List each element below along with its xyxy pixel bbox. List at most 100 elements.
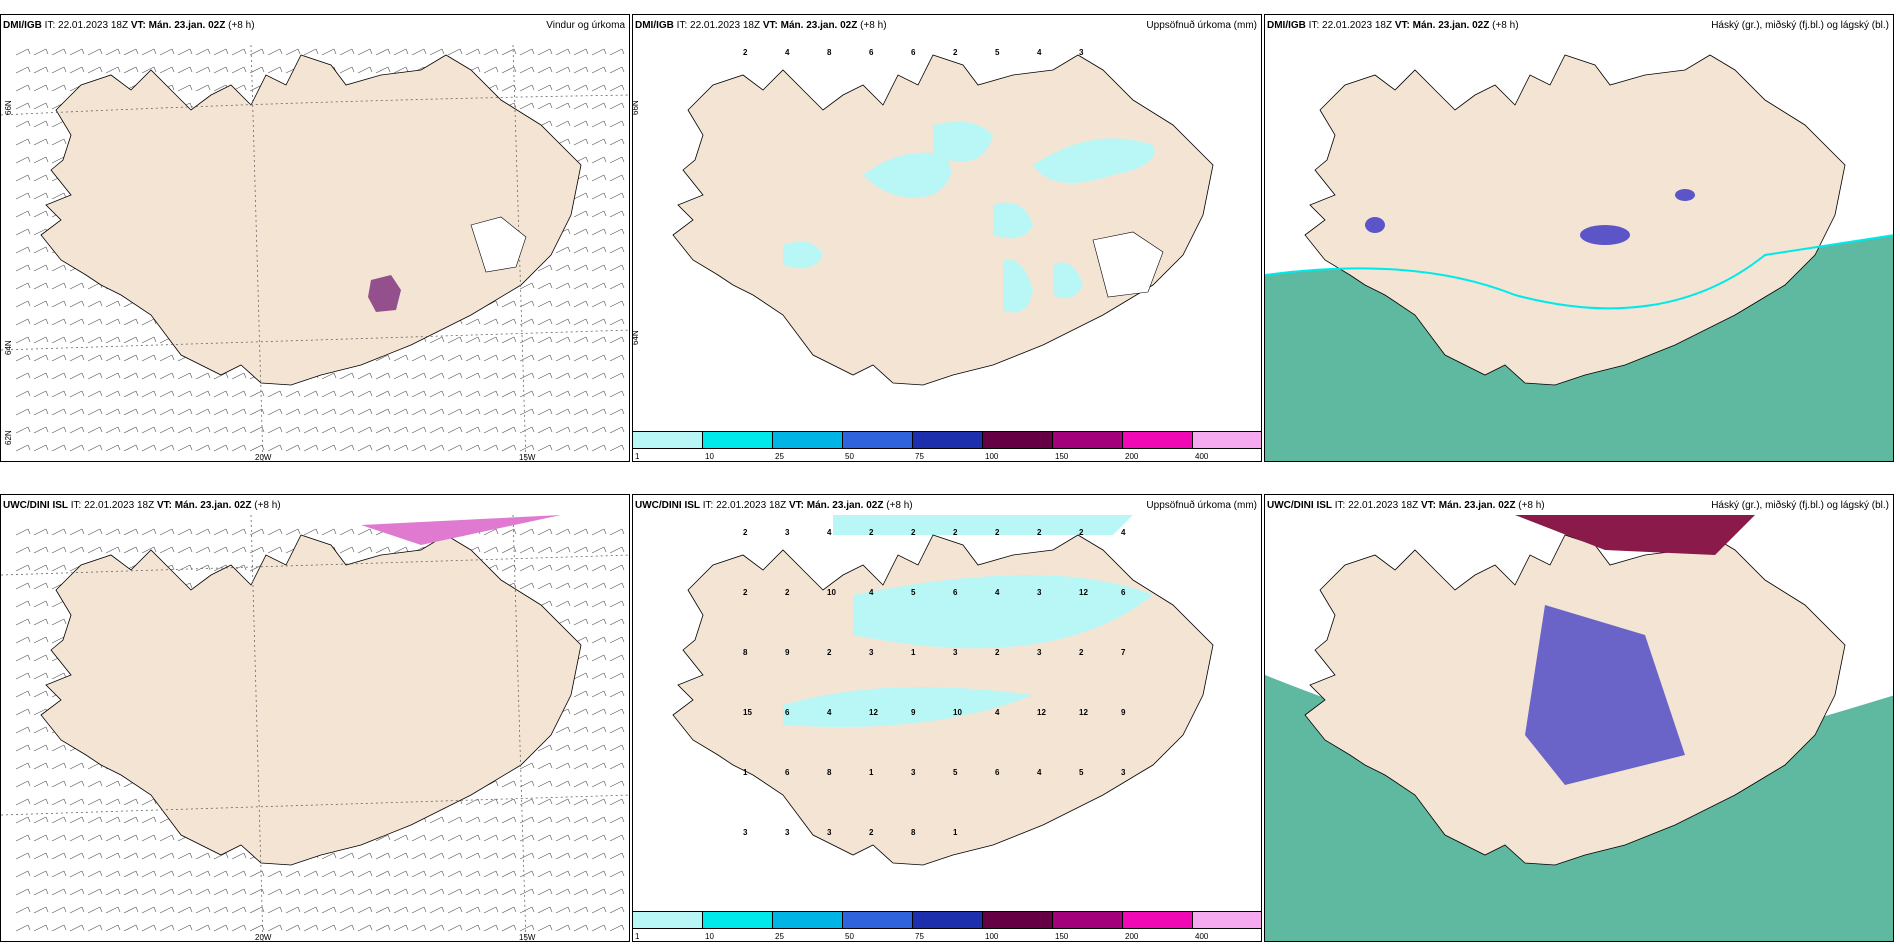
wind-barb [573,672,589,680]
wind-barb [15,546,31,554]
colorbar-tick: 1 [635,932,640,941]
panel-header: UWC/DINI ISL IT: 22.01.2023 18Z VT: Mán.… [3,500,281,511]
wind-barb [15,84,31,92]
wind-barb [33,690,49,698]
wind-barb [177,84,193,92]
wind-barb [303,426,319,434]
iceland-land [40,534,582,866]
wind-barb [591,210,607,218]
wind-barb [339,408,355,416]
wind-barb [375,390,391,398]
wind-barb [123,528,139,536]
wind-barb [609,390,625,398]
wind-barb [573,726,589,734]
wind-barb [159,426,175,434]
wind-barb [465,336,481,344]
wind-barb [393,372,409,380]
wind-barb [303,390,319,398]
wind-barb [555,48,571,56]
wind-barb [51,264,67,272]
wind-barb [465,888,481,896]
precip-value: 3 [911,768,916,777]
wind-barb [357,426,373,434]
wind-barb [33,282,49,290]
wind-barb [285,408,301,416]
panel-header: UWC/DINI ISL IT: 22.01.2023 18Z VT: Mán.… [635,500,1257,511]
precip-value: 2 [995,528,1000,537]
iceland-land [1304,54,1846,386]
wind-barb [51,282,67,290]
wind-barb [573,246,589,254]
wind-barb [195,528,211,536]
precip-value: 4 [1037,768,1042,777]
wind-barb [321,852,337,860]
wind-barb [69,408,85,416]
wind-barb [465,834,481,842]
wind-barb [87,780,103,788]
wind-barb [555,444,571,452]
wind-barb [69,66,85,74]
wind-barb [267,906,283,914]
wind-barb [357,870,373,878]
wind-barb [411,408,427,416]
wind-barb [33,888,49,896]
wind-barb [69,528,85,536]
wind-barb [15,354,31,362]
wind-barb [159,852,175,860]
wind-barb [231,372,247,380]
wind-barb [537,282,553,290]
wind-barb [501,870,517,878]
wind-barb [447,852,463,860]
wind-barb [105,780,121,788]
wind-barb [609,708,625,716]
wind-barb [609,780,625,788]
wind-barb [321,444,337,452]
wind-barb [609,924,625,932]
wind-barb [33,618,49,626]
wind-barb [573,762,589,770]
wind-barb [537,264,553,272]
wind-barb [51,354,67,362]
wind-barb [267,870,283,878]
wind-barb [69,354,85,362]
wind-barb [465,354,481,362]
precip-value: 2 [869,528,874,537]
wind-barb [87,372,103,380]
wind-barb [411,354,427,362]
wind-barb [519,798,535,806]
wind-barb [573,564,589,572]
wind-barb [141,318,157,326]
wind-barb [375,426,391,434]
wind-barb [519,564,535,572]
wind-barb [573,426,589,434]
wind-barb [267,390,283,398]
cloud-map [1265,54,1893,461]
wind-barb [177,426,193,434]
wind-barb [573,444,589,452]
wind-barb [591,84,607,92]
lat-label-64n: 64N [632,330,640,345]
wind-barb [69,48,85,56]
wind-barb [123,816,139,824]
wind-barb [555,546,571,554]
wind-barb [411,426,427,434]
wind-barb [375,924,391,932]
precip-value: 4 [995,588,1000,597]
precip-value: 8 [743,648,748,657]
precip-value: 2 [785,588,790,597]
wind-barb [105,66,121,74]
wind-barb [51,528,67,536]
wind-barb [411,834,427,842]
wind-barb [501,816,517,824]
wind-barb [609,852,625,860]
wind-barb [15,192,31,200]
wind-barb [105,300,121,308]
wind-barb [87,816,103,824]
wind-barb [123,834,139,842]
wind-barb [87,888,103,896]
wind-barb [555,888,571,896]
colorbar-tick: 25 [775,452,784,461]
colorbar-bin [843,431,913,449]
wind-barb [123,66,139,74]
panel-title: Vindur og úrkoma [546,20,625,31]
